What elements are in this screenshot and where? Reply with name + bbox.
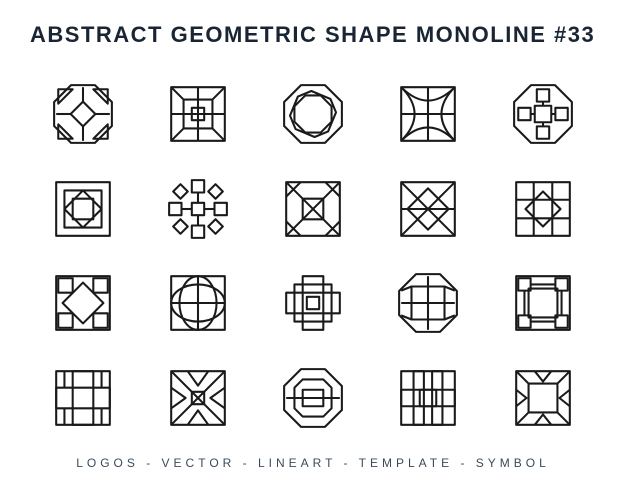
- octagon-nested-icon: [280, 81, 346, 147]
- octagon-window-icon: [395, 270, 461, 336]
- square-nested-diamond-icon: [50, 176, 116, 242]
- square-nested-boxes-icon: [510, 270, 576, 336]
- square-oval-icon: [165, 270, 231, 336]
- octagon-plus-boxes-icon: [510, 81, 576, 147]
- square-hourglass-icon: [165, 365, 231, 431]
- octagon-hexline-icon: [280, 365, 346, 431]
- radial-squares-icon: [165, 176, 231, 242]
- icon-grid: [0, 56, 626, 446]
- square-corner-tris-icon: [510, 365, 576, 431]
- square-rot-boxes-icon: [50, 270, 116, 336]
- cross-square-icon: [50, 365, 116, 431]
- octagon-triangles-icon: [50, 81, 116, 147]
- square-pillars-icon: [395, 365, 461, 431]
- square-x-diamond-icon: [395, 176, 461, 242]
- header: ABSTRACT GEOMETRIC SHAPE MONOLINE #33: [0, 0, 626, 56]
- square-arcs-icon: [395, 81, 461, 147]
- page-title: ABSTRACT GEOMETRIC SHAPE MONOLINE #33: [30, 22, 596, 48]
- cross-overlap-icon: [280, 270, 346, 336]
- square-grid-diamond-icon: [510, 176, 576, 242]
- footer-tags: LOGOS - VECTOR - LINEART - TEMPLATE - SY…: [0, 446, 626, 500]
- square-cross-corners-icon: [165, 81, 231, 147]
- square-x-triangles-icon: [280, 176, 346, 242]
